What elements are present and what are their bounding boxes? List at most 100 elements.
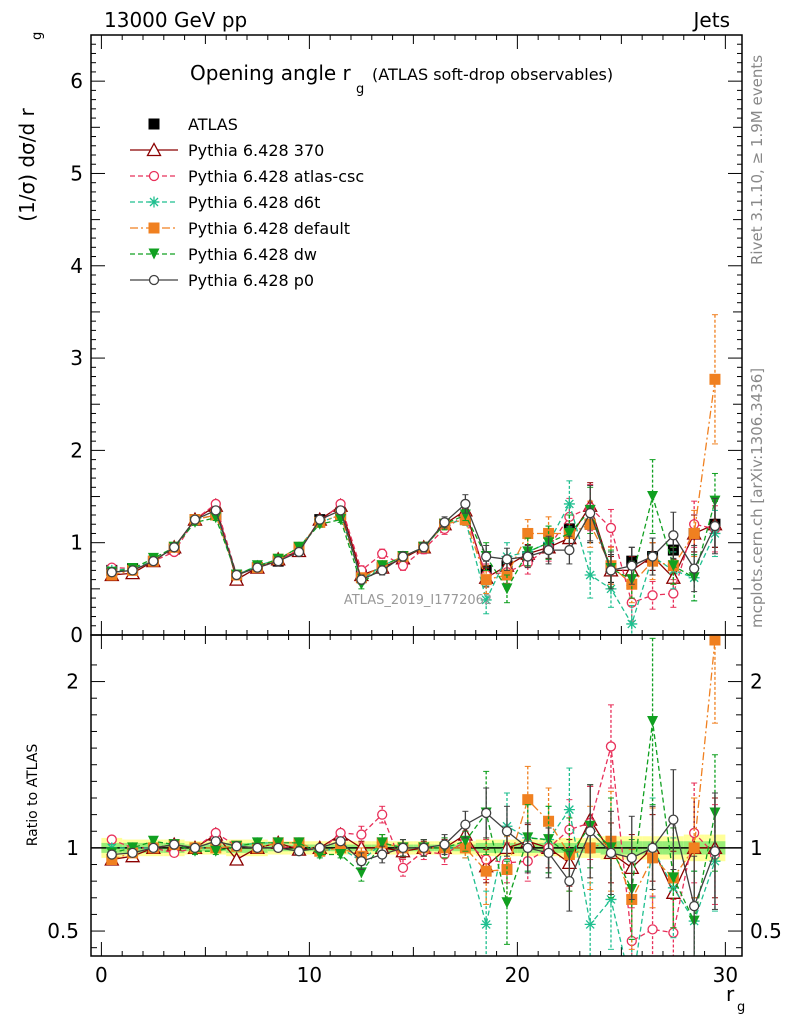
series-line — [111, 639, 716, 902]
data-point — [626, 984, 637, 995]
data-point — [709, 846, 721, 857]
data-point — [127, 565, 138, 576]
data-point — [626, 560, 637, 571]
series-pythia-6-428-dw — [106, 637, 721, 956]
data-point — [522, 527, 534, 539]
x-tick-label: 0 — [95, 963, 108, 987]
data-point — [335, 836, 346, 847]
data-point — [335, 514, 347, 526]
y-tick-label: 2 — [70, 438, 83, 462]
x-tick-label: 20 — [505, 963, 530, 987]
data-point — [418, 842, 429, 854]
y-tick-label: 5 — [70, 161, 83, 185]
legend-label: Pythia 6.428 atlas-csc — [188, 167, 364, 186]
data-point — [314, 842, 325, 854]
y-axis-label: (1/σ) dσ/d r g — [15, 32, 45, 222]
y-tick-label: 1 — [66, 836, 79, 860]
data-point — [605, 741, 617, 752]
y-axis-label-text: (1/σ) dσ/d r — [15, 107, 39, 221]
y-tick-label: 4 — [70, 254, 83, 278]
x-tick-label: 30 — [713, 963, 738, 987]
data-point — [689, 900, 700, 912]
data-point — [273, 556, 284, 567]
data-point — [480, 594, 492, 606]
legend-label: Pythia 6.428 default — [188, 219, 350, 238]
data-point — [273, 842, 284, 854]
data-point — [501, 864, 513, 876]
data-point — [501, 897, 513, 909]
data-point — [563, 804, 575, 816]
rivet-label: Rivet 3.1.10, ≥ 1.9M events — [748, 55, 766, 265]
y-tick-label: 6 — [70, 69, 83, 93]
data-point — [356, 829, 367, 840]
legend-item: Pythia 6.428 atlas-csc — [130, 167, 364, 186]
data-point — [397, 842, 409, 854]
data-point — [397, 862, 409, 873]
data-point — [481, 807, 492, 819]
data-point — [688, 527, 700, 539]
legend-item: Pythia 6.428 default — [130, 219, 350, 238]
data-point — [228, 851, 245, 866]
data-point — [543, 544, 554, 556]
x-axis-label-text: r — [726, 982, 735, 1006]
data-point — [584, 918, 596, 930]
series-pythia-6-428-default — [106, 635, 721, 950]
legend-label: Pythia 6.428 370 — [188, 141, 324, 160]
data-point — [522, 551, 533, 562]
legend-item: Pythia 6.428 p0 — [130, 271, 314, 290]
data-point — [480, 918, 492, 930]
data-point — [647, 715, 659, 727]
data-point — [106, 567, 117, 578]
header-left: 13000 GeV pp — [104, 8, 247, 32]
series-pythia-6-428-p0 — [106, 484, 721, 593]
data-point — [584, 569, 596, 581]
data-point — [689, 563, 700, 574]
series-line — [111, 721, 716, 924]
ratio-panel-axes: 0 10 20 30 0.5 0.5 1 1 2 2 — [47, 635, 782, 987]
data-point — [355, 867, 367, 879]
legend-item: Pythia 6.428 d6t — [130, 193, 320, 212]
data-point — [293, 546, 305, 558]
data-point — [501, 554, 513, 565]
data-point — [647, 491, 659, 503]
x-tick-label: 10 — [297, 963, 322, 987]
series-pythia-6-428-p0 — [106, 769, 721, 956]
data-point — [335, 849, 347, 861]
data-point — [564, 544, 575, 556]
data-point — [460, 819, 471, 830]
data-point — [335, 505, 346, 516]
analysis-watermark: ATLAS_2019_I1772062 — [344, 593, 492, 608]
data-point — [480, 865, 492, 877]
data-point — [480, 574, 492, 586]
data-point — [210, 512, 222, 524]
data-point — [543, 815, 555, 827]
data-point — [293, 837, 305, 849]
legend-label: Pythia 6.428 d6t — [188, 193, 320, 212]
legend-label: Pythia 6.428 dw — [188, 245, 317, 264]
data-point — [564, 876, 575, 887]
main-title-text: Opening angle r — [190, 61, 352, 85]
data-point — [189, 842, 201, 854]
data-point — [585, 508, 596, 519]
y-tick-label-right: 2 — [750, 670, 763, 694]
data-point — [563, 498, 575, 510]
data-point — [335, 842, 347, 854]
data-point — [252, 842, 263, 854]
ratio-panel-data — [91, 635, 742, 995]
data-point — [439, 517, 450, 528]
data-point — [460, 498, 471, 510]
data-point — [459, 835, 471, 847]
data-point — [169, 542, 180, 553]
main-panel-axes: 0 1 2 3 4 5 6 — [70, 34, 742, 647]
data-point — [668, 530, 679, 541]
y-tick-label: 2 — [66, 670, 79, 694]
data-point — [418, 542, 429, 553]
y-tick-label: 1 — [70, 531, 83, 555]
data-point — [397, 560, 409, 571]
data-point — [106, 849, 117, 860]
data-point — [668, 814, 679, 825]
data-point — [210, 827, 221, 839]
data-point — [626, 618, 638, 630]
main-title-subscript: g — [356, 82, 364, 97]
data-point — [356, 574, 367, 585]
